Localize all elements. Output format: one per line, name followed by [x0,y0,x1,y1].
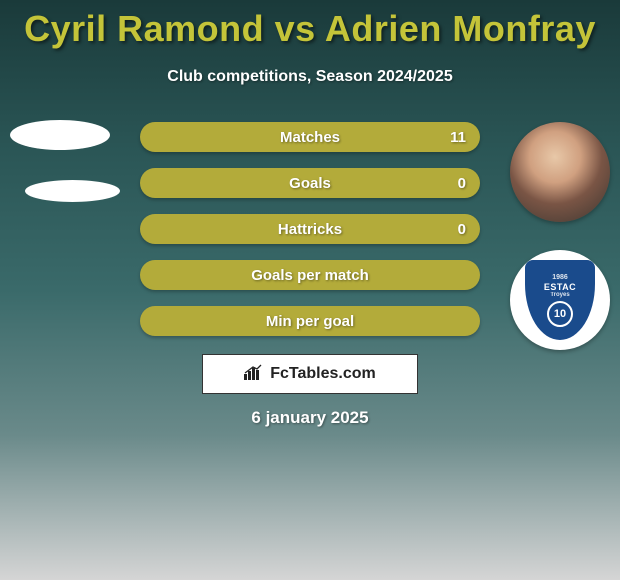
right-images: 1986 ESTAC Troyes 10 [510,122,610,350]
club-name: ESTAC [544,282,576,292]
stat-bar-min-per-goal: Min per goal [140,306,480,336]
club-shield-icon: 1986 ESTAC Troyes 10 [525,260,595,340]
stat-value: 0 [458,175,466,192]
stat-label: Min per goal [266,313,354,330]
stat-value: 11 [450,129,466,146]
page-subtitle: Club competitions, Season 2024/2025 [0,68,620,86]
placeholder-ellipse [10,120,110,150]
club-year: 1986 [552,274,568,281]
stat-label: Goals [289,175,331,192]
stat-bar-hattricks: Hattricks 0 [140,214,480,244]
stat-bar-goals-per-match: Goals per match [140,260,480,290]
stat-bar-goals: Goals 0 [140,168,480,198]
brand-box[interactable]: FcTables.com [202,354,418,394]
left-placeholder-shapes [10,120,120,222]
club-badge: 1986 ESTAC Troyes 10 [510,250,610,350]
stats-bars: Matches 11 Goals 0 Hattricks 0 Goals per… [140,122,480,352]
stat-value: 0 [458,221,466,238]
bar-chart-icon [244,364,264,385]
placeholder-ellipse [25,180,120,202]
footer-date: 6 january 2025 [0,408,620,428]
club-city: Troyes [550,292,569,298]
player-avatar [510,122,610,222]
stat-bar-matches: Matches 11 [140,122,480,152]
stat-label: Goals per match [251,267,369,284]
page-title: Cyril Ramond vs Adrien Monfray [0,0,620,50]
club-number: 10 [547,301,573,327]
brand-text: FcTables.com [270,365,376,383]
stat-label: Hattricks [278,221,342,238]
stat-label: Matches [280,129,340,146]
